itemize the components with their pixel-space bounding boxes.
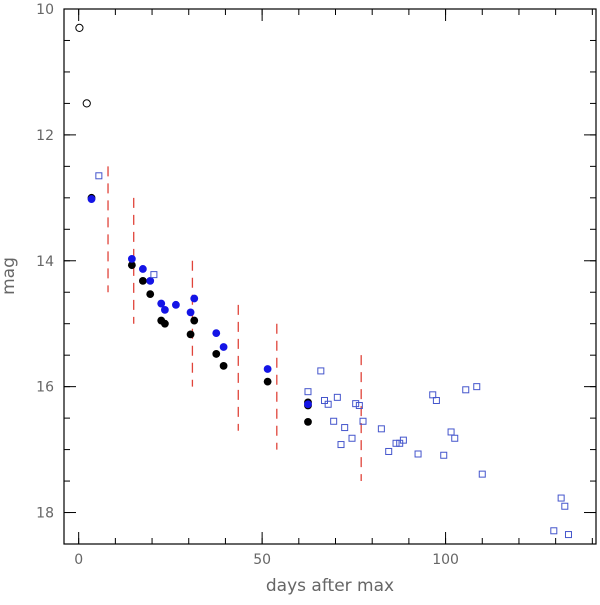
- data-point-black-circle: [263, 377, 272, 386]
- y-axis-label: mag: [0, 257, 19, 295]
- data-point-open-square: [550, 527, 558, 535]
- data-point-blue-circle: [127, 254, 136, 263]
- data-point-open-square: [478, 470, 486, 478]
- data-point-open-circle: [82, 99, 91, 108]
- y-tick-label: 18: [36, 506, 54, 522]
- data-point-open-square: [330, 417, 338, 425]
- data-point-open-square: [429, 391, 437, 399]
- data-point-blue-circle: [160, 305, 169, 314]
- data-point-black-circle: [146, 290, 155, 299]
- data-point-open-square: [352, 400, 360, 408]
- data-point-black-circle: [127, 261, 136, 270]
- data-point-open-square: [432, 396, 440, 404]
- data-point-blue-circle: [263, 365, 272, 373]
- data-point-black-circle: [186, 330, 195, 339]
- data-point-blue-circle: [157, 299, 166, 308]
- data-point-open-square: [392, 439, 400, 447]
- data-point-open-square: [399, 436, 407, 444]
- axis-ticks: [64, 8, 596, 545]
- data-point-blue-circle: [219, 343, 228, 351]
- data-point-blue-circle: [212, 329, 221, 338]
- x-axis-label: days after max: [266, 576, 394, 596]
- data-point-black-circle: [212, 350, 221, 358]
- data-point-open-square: [355, 402, 363, 410]
- data-point-open-square: [451, 434, 459, 442]
- x-tick-label: 100: [432, 552, 459, 568]
- data-point-open-square: [385, 447, 393, 455]
- data-point-open-square: [440, 451, 448, 459]
- y-tick-label: 16: [36, 380, 54, 396]
- y-tick-label: 14: [36, 254, 54, 270]
- x-tick-label: 0: [74, 552, 83, 568]
- tick-labels: 0 50 100 10 12 14 16 18: [36, 2, 459, 568]
- data-point-blue-circle: [190, 294, 199, 303]
- data-point-open-square: [561, 502, 569, 510]
- data-point-open-square: [337, 441, 345, 449]
- data-point-open-square: [341, 424, 349, 432]
- range-markers: [107, 166, 362, 482]
- x-tick-label: 50: [253, 552, 271, 568]
- data-point-open-circle: [75, 23, 84, 32]
- data-point-open-square: [473, 383, 481, 391]
- data-point-open-square: [447, 428, 455, 436]
- data-point-open-square: [359, 417, 367, 425]
- data-points: [75, 23, 572, 539]
- y-tick-label: 12: [36, 128, 54, 144]
- data-point-open-square: [304, 388, 312, 396]
- data-point-open-square: [564, 531, 572, 539]
- data-point-open-square: [377, 425, 385, 433]
- data-point-open-square: [557, 494, 565, 502]
- data-point-open-square: [324, 400, 332, 408]
- data-point-black-circle: [304, 417, 312, 426]
- data-point-blue-circle: [138, 265, 147, 273]
- data-point-black-circle: [190, 316, 199, 325]
- data-point-open-square: [150, 271, 158, 279]
- data-point-open-square: [462, 386, 470, 394]
- data-point-open-square: [414, 450, 422, 458]
- data-point-blue-circle: [172, 300, 180, 309]
- data-point-open-square: [333, 393, 341, 401]
- data-point-blue-circle: [186, 308, 195, 317]
- data-point-open-square: [95, 172, 103, 180]
- data-point-open-square: [320, 396, 328, 404]
- data-point-black-circle: [219, 361, 228, 370]
- plot-frame: [63, 8, 597, 545]
- data-point-blue-circle: [146, 277, 155, 285]
- y-tick-label: 10: [36, 2, 54, 18]
- data-point-black-circle: [138, 277, 147, 285]
- data-point-black-circle: [160, 319, 169, 328]
- data-point-open-square: [348, 434, 356, 442]
- data-point-blue-circle: [87, 195, 96, 203]
- data-point-open-square: [317, 367, 325, 375]
- data-point-blue-circle: [304, 400, 312, 409]
